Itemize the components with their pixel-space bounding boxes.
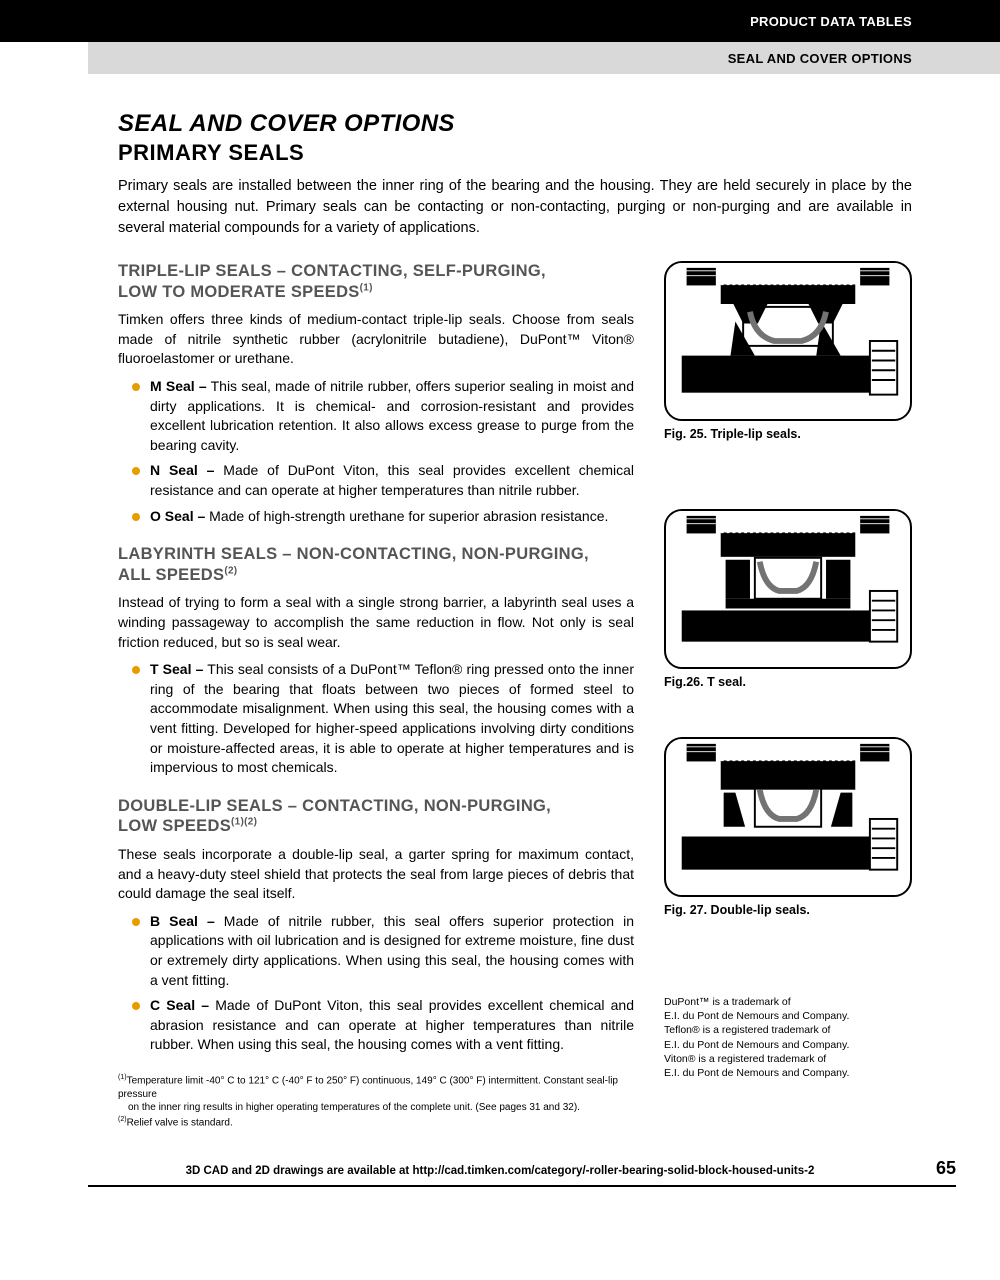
footnote-sup: (1) bbox=[118, 1074, 127, 1081]
footnote-sup: (2) bbox=[118, 1116, 127, 1123]
figure-caption: Fig.26. T seal. bbox=[664, 675, 912, 689]
bullet-list: B Seal – Made of nitrile rubber, this se… bbox=[132, 912, 634, 1055]
intro-paragraph: Primary seals are installed between the … bbox=[118, 176, 912, 239]
seal-diagram-labyrinth bbox=[664, 509, 912, 669]
t-seal-icon bbox=[666, 511, 910, 667]
list-item: C Seal – Made of DuPont Viton, this seal… bbox=[132, 996, 634, 1055]
trademark-line: DuPont™ is a trademark of bbox=[664, 995, 912, 1009]
header-section-bar: PRODUCT DATA TABLES bbox=[0, 0, 1000, 42]
section-heading-sup: (1)(2) bbox=[231, 817, 257, 828]
list-item-text: This seal consists of a DuPont™ Teflon® … bbox=[150, 661, 634, 775]
list-item-text: Made of DuPont Viton, this seal provides… bbox=[150, 997, 634, 1052]
list-item-text: This seal, made of nitrile rubber, offer… bbox=[150, 378, 634, 453]
list-item: M Seal – This seal, made of nitrile rubb… bbox=[132, 377, 634, 455]
section-heading-line: LABYRINTH SEALS – NON-CONTACTING, NON-PU… bbox=[118, 545, 589, 563]
section-heading-line: LOW TO MODERATE SPEEDS bbox=[118, 283, 360, 301]
section-heading: LABYRINTH SEALS – NON-CONTACTING, NON-PU… bbox=[118, 544, 634, 585]
footnote-text: Temperature limit -40° C to 121° C (-40°… bbox=[118, 1075, 618, 1100]
content-area: SEAL AND COVER OPTIONS PRIMARY SEALS Pri… bbox=[0, 74, 1000, 1130]
list-item: T Seal – This seal consists of a DuPont™… bbox=[132, 660, 634, 778]
list-item-label: C Seal – bbox=[150, 997, 209, 1013]
figure-caption: Fig. 25. Triple-lip seals. bbox=[664, 427, 912, 441]
section-heading-sup: (1) bbox=[360, 282, 373, 293]
header-subsection-label: SEAL AND COVER OPTIONS bbox=[728, 51, 912, 66]
triple-lip-seal-icon bbox=[666, 263, 910, 419]
section-body: Instead of trying to form a seal with a … bbox=[118, 593, 634, 652]
seal-diagram-double-lip bbox=[664, 737, 912, 897]
section-heading-line: DOUBLE-LIP SEALS – CONTACTING, NON-PURGI… bbox=[118, 797, 551, 815]
trademark-line: E.I. du Pont de Nemours and Company. bbox=[664, 1066, 912, 1080]
bullet-list: T Seal – This seal consists of a DuPont™… bbox=[132, 660, 634, 778]
list-item: B Seal – Made of nitrile rubber, this se… bbox=[132, 912, 634, 990]
footer-rule bbox=[88, 1185, 956, 1187]
list-item: O Seal – Made of high-strength urethane … bbox=[132, 507, 634, 527]
list-item: N Seal – Made of DuPont Viton, this seal… bbox=[132, 461, 634, 500]
trademark-line: E.I. du Pont de Nemours and Company. bbox=[664, 1038, 912, 1052]
section-heading-line: ALL SPEEDS bbox=[118, 566, 224, 584]
footnotes: (1)Temperature limit -40° C to 121° C (-… bbox=[118, 1073, 634, 1130]
list-item-text: Made of high-strength urethane for super… bbox=[205, 508, 608, 524]
trademark-line: Viton® is a registered trademark of bbox=[664, 1052, 912, 1066]
list-item-text: Made of nitrile rubber, this seal offers… bbox=[150, 913, 634, 988]
footnote-text: Relief valve is standard. bbox=[127, 1117, 233, 1128]
footer-text: 3D CAD and 2D drawings are available at … bbox=[88, 1165, 912, 1177]
trademark-line: E.I. du Pont de Nemours and Company. bbox=[664, 1009, 912, 1023]
list-item-label: M Seal – bbox=[150, 378, 207, 394]
bullet-list: M Seal – This seal, made of nitrile rubb… bbox=[132, 377, 634, 526]
double-lip-seal-icon bbox=[666, 739, 910, 895]
section-heading-line: LOW SPEEDS bbox=[118, 817, 231, 835]
section-heading-sup: (2) bbox=[224, 565, 237, 576]
section-heading: DOUBLE-LIP SEALS – CONTACTING, NON-PURGI… bbox=[118, 796, 634, 837]
section-heading: TRIPLE-LIP SEALS – CONTACTING, SELF-PURG… bbox=[118, 261, 634, 302]
figure-caption: Fig. 27. Double-lip seals. bbox=[664, 903, 912, 917]
footnote-text: on the inner ring results in higher oper… bbox=[128, 1102, 580, 1113]
list-item-text: Made of DuPont Viton, this seal provides… bbox=[150, 462, 634, 498]
trademark-note: DuPont™ is a trademark of E.I. du Pont d… bbox=[664, 995, 912, 1080]
section-body: Timken offers three kinds of medium-cont… bbox=[118, 310, 634, 369]
list-item-label: B Seal – bbox=[150, 913, 215, 929]
trademark-line: Teflon® is a registered trademark of bbox=[664, 1023, 912, 1037]
page-subtitle: PRIMARY SEALS bbox=[118, 140, 912, 166]
section-heading-line: TRIPLE-LIP SEALS – CONTACTING, SELF-PURG… bbox=[118, 262, 546, 280]
header-subsection-bar: SEAL AND COVER OPTIONS bbox=[88, 42, 1000, 74]
header-section-label: PRODUCT DATA TABLES bbox=[750, 14, 912, 29]
section-body: These seals incorporate a double-lip sea… bbox=[118, 845, 634, 904]
seal-diagram-triple-lip bbox=[664, 261, 912, 421]
two-column-layout: TRIPLE-LIP SEALS – CONTACTING, SELF-PURG… bbox=[118, 261, 912, 1130]
left-column: TRIPLE-LIP SEALS – CONTACTING, SELF-PURG… bbox=[118, 261, 634, 1130]
page-title: SEAL AND COVER OPTIONS bbox=[118, 110, 912, 138]
right-column: Fig. 25. Triple-lip seals. bbox=[664, 261, 912, 1130]
footer: 3D CAD and 2D drawings are available at … bbox=[0, 1158, 1000, 1179]
list-item-label: N Seal – bbox=[150, 462, 214, 478]
page-number: 65 bbox=[936, 1158, 956, 1179]
page: PRODUCT DATA TABLES SEAL AND COVER OPTIO… bbox=[0, 0, 1000, 1280]
list-item-label: T Seal – bbox=[150, 661, 203, 677]
list-item-label: O Seal – bbox=[150, 508, 205, 524]
